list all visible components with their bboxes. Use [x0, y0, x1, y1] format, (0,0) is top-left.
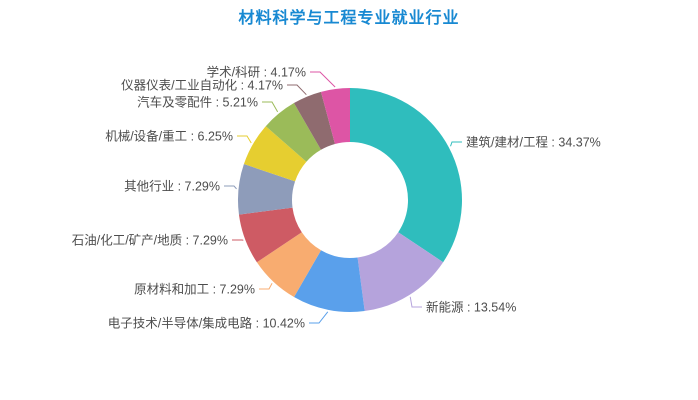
leader-line-2 — [309, 311, 329, 324]
pie-slice-7[interactable] — [265, 103, 321, 162]
slice-label-7: 汽车及零配件 : 5.21% — [137, 95, 258, 110]
pie-slice-6[interactable] — [243, 126, 307, 182]
slice-label-3: 原材料和加工 : 7.29% — [134, 283, 255, 297]
leader-line-7 — [262, 101, 279, 113]
slice-label-8: 仪器仪表/工业自动化 : 4.17% — [121, 79, 283, 93]
pie-slice-4[interactable] — [238, 207, 302, 263]
leader-line-9 — [310, 71, 336, 88]
leader-line-5 — [224, 185, 237, 190]
chart-title: 材料科学与工程专业就业行业 — [238, 10, 460, 27]
slice-label-1: 新能源 : 13.54% — [426, 300, 516, 315]
slice-label-2: 电子技术/半导体/集成电路 : 10.42% — [108, 316, 305, 331]
leader-line-6 — [237, 135, 252, 144]
leader-line-1 — [409, 296, 422, 308]
leader-line-3 — [259, 282, 273, 290]
slice-label-0: 建筑/建材/工程 : 34.37% — [466, 135, 601, 150]
pie-slice-9[interactable] — [320, 87, 350, 144]
slice-label-4: 石油/化工/矿产/地质 : 7.29% — [72, 234, 228, 248]
pie-slice-2[interactable] — [294, 250, 365, 313]
leader-line-0 — [450, 141, 462, 147]
slice-label-6: 机械/设备/重工 : 6.25% — [105, 129, 233, 144]
pie-slice-5[interactable] — [237, 164, 296, 215]
slice-label-9: 学术/科研 : 4.17% — [207, 65, 306, 80]
pie-slice-0[interactable] — [350, 88, 462, 263]
pie-slice-3[interactable] — [256, 232, 322, 298]
pie-slice-8[interactable] — [293, 91, 335, 150]
slice-label-5: 其他行业 : 7.29% — [124, 180, 220, 194]
pie-slice-1[interactable] — [357, 232, 444, 312]
leader-line-8 — [287, 84, 307, 96]
